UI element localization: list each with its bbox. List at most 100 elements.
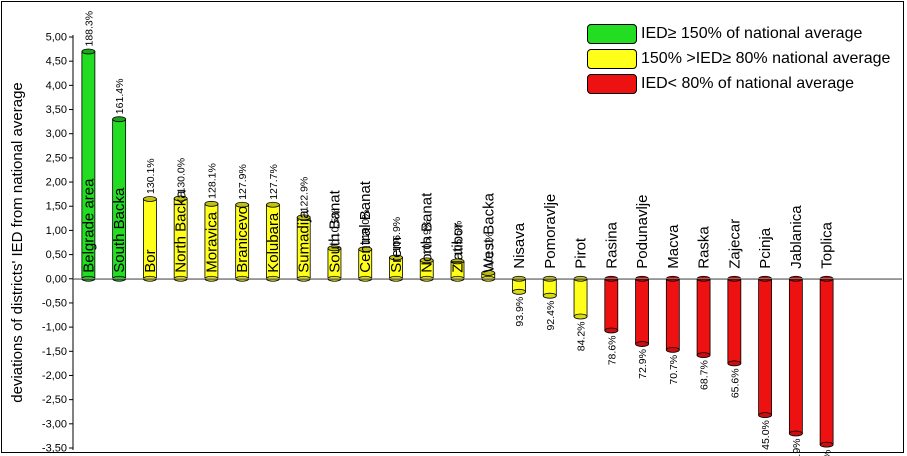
category-label: Rasina [603,221,620,268]
data-label: 105.9% [422,220,434,256]
data-label: 101.1% [483,232,495,268]
category-label: North Backa [173,190,190,273]
bar-jablanica [788,275,803,437]
y-tick-label: 3,50 [46,104,67,116]
data-label: 92.4% [545,301,557,331]
bar-part [696,278,711,356]
category-label: Belgrade area [80,178,97,273]
category-label: Srem [388,237,405,273]
bar-part [512,288,526,295]
data-label: 93.9% [514,297,526,327]
bar-pomoravlje [542,275,557,299]
bar-part [235,201,250,208]
bar-part [727,360,742,367]
legend-item-mid: 150% >IED≥ 80% national average [587,47,890,71]
bar-part [788,278,803,434]
category-label: Macva [665,224,682,269]
bar-part [788,430,803,437]
bar-part [542,292,557,299]
y-tick-label: -3,00 [42,418,67,430]
legend-label-high: IED≥ 150% of national average [641,25,863,42]
bar-part [665,278,680,351]
y-tick-label: 2,50 [46,152,67,164]
category-label: Pomoravlje [542,194,559,269]
legend-label-low: IED< 80% of national average [641,75,855,92]
y-tick-label: 3,00 [46,128,67,140]
category-label: Pirot [573,237,590,269]
bar-part [296,214,311,221]
bar-part [604,327,619,334]
y-tick-label: -1,50 [42,346,67,358]
y-tick-label: 4,50 [46,56,67,68]
legend-item-high: IED≥ 150% of national average [587,22,890,46]
bar-part [204,200,219,207]
bar-north-banat [419,257,434,282]
bar-branicevo [235,201,250,282]
data-label: 161.4% [114,79,126,115]
data-label: 188.3% [83,11,95,47]
category-label: Pcinja [757,227,774,269]
bar-pirot [573,275,588,320]
data-label: 105.5% [453,221,465,257]
bar-part [727,278,742,364]
data-label: 70.7% [668,355,680,385]
bar-part [819,441,834,448]
bar-sumadija [296,214,311,282]
data-label: 127.7% [268,164,280,200]
bar-macva [665,275,680,353]
category-label: Sumadija [296,210,313,273]
bar-part [142,196,157,202]
y-axis-title: deviations of districts' IED from nation… [9,82,26,403]
bar-rasina [604,275,619,334]
category-label: North Banat [419,192,436,273]
bar-pcinja [758,275,772,419]
y-tick-label: -3,50 [42,443,67,455]
category-label: Bor [142,249,159,272]
category-label: Zajecar [726,219,743,269]
bar-part [173,195,188,202]
y-tick-label: 0,00 [46,273,67,285]
data-label: 110.5% [329,208,341,243]
category-label: Moravica [203,211,220,273]
legend-item-low: IED< 80% of national average [587,72,890,96]
bar-part [481,270,496,276]
bar-part [450,258,465,265]
legend: IED≥ 150% of national average 150% >IED≥… [587,22,890,97]
bar-part [573,278,588,317]
y-tick-label: -2,50 [42,394,67,406]
bar-part [327,245,342,252]
data-label: 72.9% [637,349,649,379]
bar-part [573,313,588,320]
data-label: 122.9% [299,177,311,213]
category-label: Podunavlje [634,195,651,269]
bar-part [604,278,619,331]
category-label: West Backa [480,192,497,272]
data-label: 110.0% [360,209,372,244]
bar-part [266,201,280,208]
category-label: Kolubara [265,212,282,273]
bar-podunavlje [635,275,649,347]
y-tick-label: 5,00 [46,32,67,44]
category-label: Central Banat [357,180,374,273]
y-tick-label: 2,00 [46,177,67,189]
bar-part [389,254,403,261]
y-tick-label: 4,00 [46,80,67,92]
category-label: Raska [696,226,713,269]
bar-part [635,278,649,345]
data-label: 45.0% [760,420,772,450]
bar-part [819,278,834,446]
legend-swatch-low [587,74,637,94]
bar-part [358,246,373,253]
y-tick-label: 0,50 [46,249,67,261]
data-label: 68.7% [699,360,711,390]
bar-part [758,278,772,416]
legend-label-mid: 150% >IED≥ 80% national average [641,50,891,67]
bar-nisava [512,275,526,295]
category-label: Toplica [819,221,836,268]
bar-belgrade-area [81,48,96,282]
data-label: 130.1% [145,158,157,194]
y-tick-label: -2,00 [42,370,67,382]
data-label: 130.0% [176,158,188,194]
